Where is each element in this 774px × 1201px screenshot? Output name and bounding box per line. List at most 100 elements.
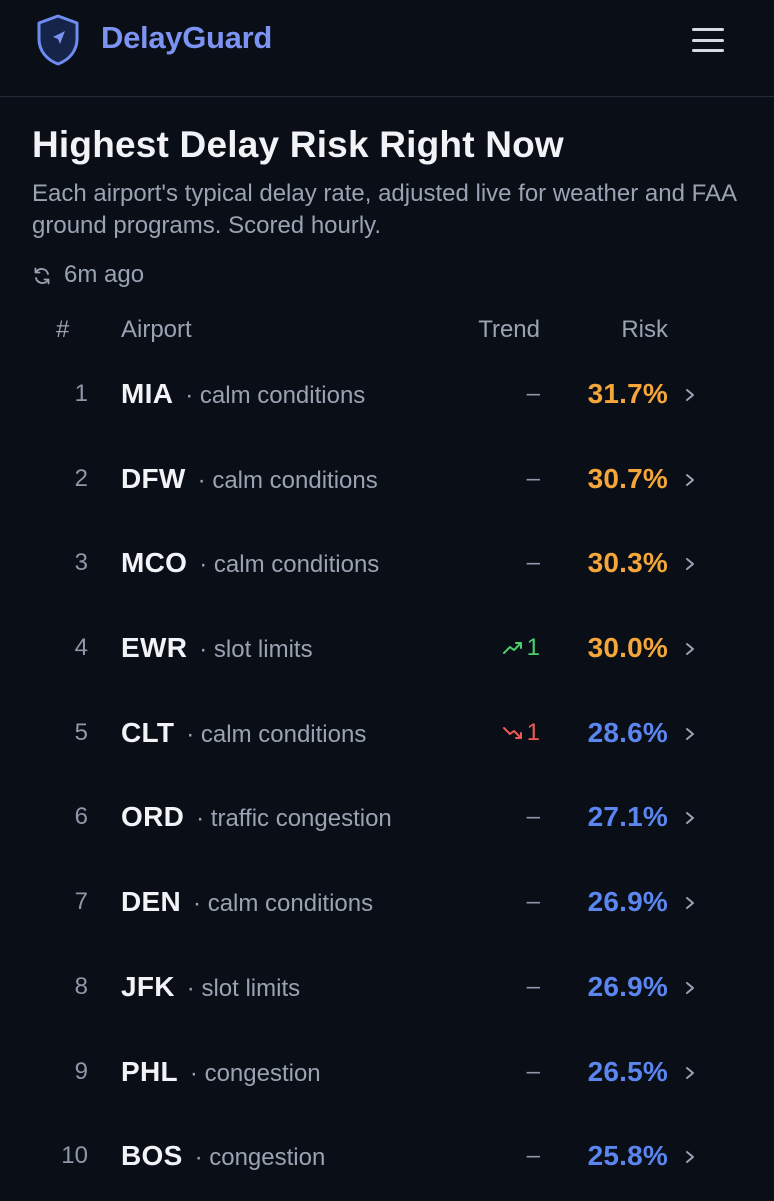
row-trend: –: [527, 973, 540, 1001]
table-row[interactable]: 8 JFK · slot limits – 26.9%: [0, 947, 774, 1032]
row-trend: –: [527, 888, 540, 916]
airport-condition: · congestion: [189, 1059, 321, 1087]
header-risk: Risk: [621, 316, 668, 343]
trend-value: –: [526, 972, 540, 1000]
brand-name[interactable]: DelayGuard: [101, 20, 273, 55]
row-trend: 1: [502, 719, 540, 747]
last-updated: 6m ago: [32, 260, 144, 290]
airport-code-text: MCO: [121, 547, 188, 579]
chevron-right-icon[interactable]: [684, 556, 696, 572]
risk-score: 31.7%: [587, 378, 668, 409]
hamburger-menu-icon[interactable]: [690, 24, 726, 56]
chevron-right-icon[interactable]: [684, 641, 696, 657]
trend-value: –: [526, 549, 540, 577]
airport-condition: · slot limits: [186, 974, 301, 1002]
table-row[interactable]: 3 MCO · calm conditions – 30.3%: [0, 523, 774, 608]
row-trend: –: [527, 803, 540, 831]
trend-value: –: [526, 1142, 540, 1170]
airport-condition: · slot limits: [199, 636, 313, 664]
airport-condition: · calm conditions: [197, 466, 378, 494]
page-title: Highest Delay Risk Right Now: [32, 124, 564, 165]
app-header: DelayGuard: [0, 0, 774, 97]
airport-code: DFW · calm conditions: [121, 463, 378, 495]
trend-up-icon: [502, 642, 522, 655]
row-rank: 10: [61, 1142, 88, 1170]
row-rank: 5: [74, 718, 88, 746]
row-trend: –: [527, 1142, 540, 1170]
airport-code-text: BOS: [121, 1140, 183, 1172]
table-row[interactable]: 10 BOS · congestion – 25.8%: [0, 1116, 774, 1201]
airport-code: CLT · calm conditions: [121, 717, 366, 749]
airport-code: MIA · calm conditions: [121, 378, 365, 410]
risk-score: 30.0%: [587, 632, 668, 664]
table-row[interactable]: 6 ORD · traffic congestion – 27.1%: [0, 777, 774, 862]
shield-logo-icon[interactable]: [36, 14, 80, 66]
trend-value: 1: [526, 634, 540, 662]
airport-code: MCO · calm conditions: [121, 547, 379, 579]
airport-code: EWR · slot limits: [121, 632, 313, 664]
airport-code: BOS · congestion: [121, 1140, 325, 1172]
row-rank: 4: [74, 634, 88, 662]
risk-score: 26.5%: [587, 1055, 668, 1087]
airport-code-text: EWR: [121, 632, 188, 664]
table-row[interactable]: 7 DEN · calm conditions – 26.9%: [0, 862, 774, 947]
chevron-right-icon[interactable]: [684, 980, 696, 996]
row-rank: 8: [74, 972, 88, 1000]
risk-score: 28.6%: [587, 716, 668, 748]
airport-code-text: ORD: [121, 801, 185, 833]
trend-value: –: [526, 1057, 540, 1085]
header-trend: Trend: [478, 316, 540, 343]
trend-value: –: [526, 380, 540, 407]
refresh-icon[interactable]: [32, 266, 52, 286]
airport-code-text: JFK: [121, 970, 175, 1002]
airport-code-text: DEN: [121, 886, 182, 918]
updated-time: 6m ago: [64, 261, 145, 288]
row-rank: 9: [74, 1057, 88, 1085]
trend-value: –: [526, 803, 540, 831]
trend-down-icon: [502, 726, 522, 739]
table-row[interactable]: 1 MIA · calm conditions – 31.7%: [0, 354, 774, 439]
chevron-right-icon[interactable]: [684, 1149, 696, 1165]
risk-score: 27.1%: [587, 801, 668, 833]
chevron-right-icon[interactable]: [684, 1065, 696, 1081]
risk-score: 30.3%: [587, 547, 668, 579]
chevron-right-icon[interactable]: [684, 472, 696, 488]
risk-score: 30.7%: [587, 462, 668, 494]
trend-value: –: [526, 464, 540, 492]
airport-code: PHL · congestion: [121, 1056, 321, 1088]
row-trend: –: [527, 380, 540, 408]
table-row[interactable]: 5 CLT · calm conditions 1 28.6%: [0, 693, 774, 778]
airport-code: JFK · slot limits: [121, 971, 300, 1003]
airport-condition: · calm conditions: [199, 551, 380, 579]
airport-code-text: DFW: [121, 462, 186, 494]
row-rank: 1: [74, 380, 88, 407]
airport-code-text: CLT: [121, 716, 175, 748]
chevron-right-icon[interactable]: [684, 726, 696, 742]
row-rank: 6: [74, 803, 88, 831]
header-rank: #: [56, 316, 70, 343]
trend-value: –: [526, 888, 540, 916]
table-row[interactable]: 9 PHL · congestion – 26.5%: [0, 1032, 774, 1117]
airport-code-text: PHL: [121, 1055, 178, 1087]
chevron-right-icon[interactable]: [684, 895, 696, 911]
trend-value: 1: [526, 718, 540, 746]
chevron-right-icon[interactable]: [684, 387, 696, 403]
table-row[interactable]: 2 DFW · calm conditions – 30.7%: [0, 439, 774, 524]
airport-risk-list: 1 MIA · calm conditions – 31.7% 2 DFW · calm co…: [0, 354, 774, 1201]
row-rank: 3: [74, 549, 88, 577]
airport-code: DEN · calm conditions: [121, 886, 373, 918]
risk-score: 26.9%: [587, 886, 668, 918]
header-airport: Airport: [121, 316, 192, 343]
airport-condition: · calm conditions: [186, 720, 367, 748]
row-rank: 7: [74, 888, 88, 916]
row-trend: 1: [502, 634, 540, 662]
table-row[interactable]: 4 EWR · slot limits 1 30.0%: [0, 608, 774, 693]
airport-condition: · congestion: [194, 1144, 326, 1172]
airport-condition: · calm conditions: [185, 382, 366, 409]
row-trend: –: [527, 465, 540, 493]
row-rank: 2: [74, 464, 88, 492]
row-trend: –: [527, 549, 540, 577]
airport-code-text: MIA: [121, 378, 174, 409]
chevron-right-icon[interactable]: [684, 810, 696, 826]
airport-condition: · traffic congestion: [196, 805, 392, 833]
